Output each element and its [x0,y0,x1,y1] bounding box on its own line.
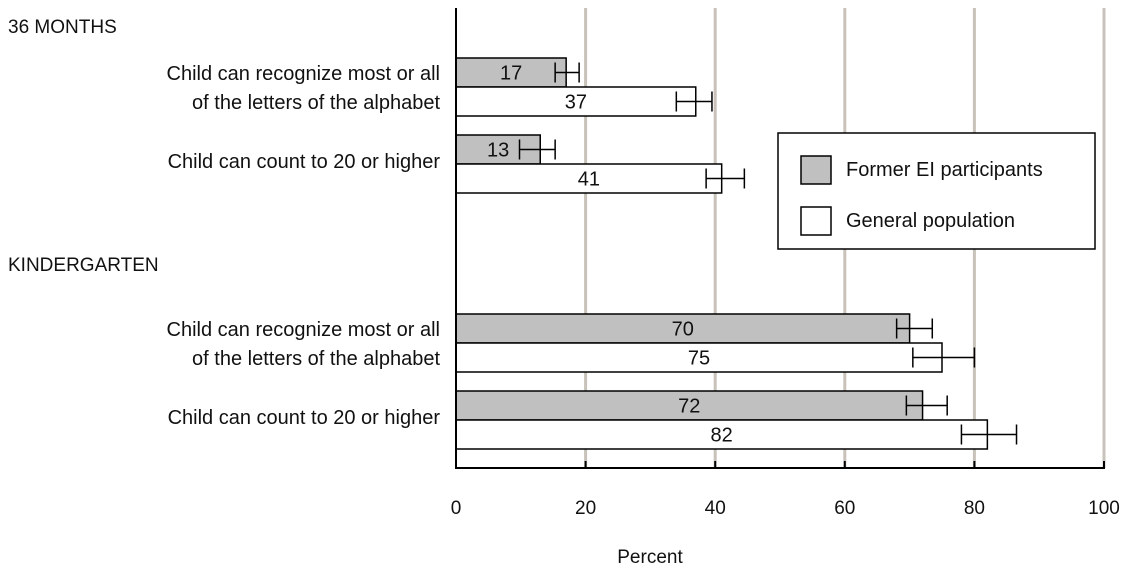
x-tick-label: 40 [705,498,726,519]
bar-general [455,86,697,117]
data-label: 13 [487,140,509,162]
data-label: 17 [500,63,522,85]
data-label: 70 [672,319,694,341]
axes: 0 20 40 60 80 100 [451,8,1120,519]
x-tick-label: 100 [1088,498,1120,519]
x-tick-label: 0 [451,498,462,519]
legend-swatch-former [800,155,832,185]
category-label: of the letters of the alphabet [192,348,440,370]
group-title: 36 MONTHS [8,17,117,38]
category-label: Child can recognize most or all [167,319,440,341]
data-label: 37 [565,92,587,114]
x-axis-label: Percent [617,547,683,568]
category-label: Child can recognize most or all [167,63,440,85]
data-label: 82 [711,425,733,447]
legend-label: Former EI participants [846,159,1043,181]
category-label: of the letters of the alphabet [192,92,440,114]
x-tick-label: 80 [964,498,985,519]
legend-swatch-general [800,206,832,236]
x-tick-label: 60 [834,498,855,519]
data-label: 75 [688,348,710,370]
legend-label: General population [846,210,1015,232]
data-label: 41 [578,169,600,191]
bars: 17 37 13 41 70 75 72 82 [455,57,1018,450]
data-label: 72 [678,396,700,418]
x-tick-label: 20 [575,498,596,519]
group-title: KINDERGARTEN [8,255,159,276]
bar-general [455,419,989,450]
legend: Former EI participants General population [777,132,1096,250]
category-label: Child can count to 20 or higher [168,407,441,429]
category-labels: 36 MONTHS Child can recognize most or all… [8,17,440,429]
category-label: Child can count to 20 or higher [168,151,441,173]
